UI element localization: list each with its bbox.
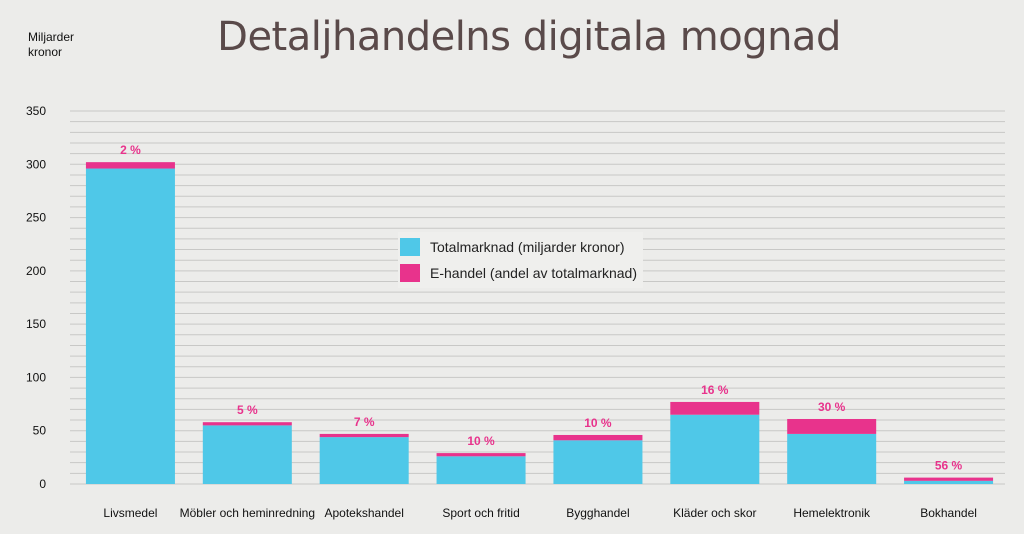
- y-tick-label: 50: [33, 424, 47, 438]
- legend: Totalmarknad (miljarder kronor) E-handel…: [398, 232, 644, 288]
- x-tick-label: Möbler och heminredning: [180, 506, 315, 520]
- y-tick-label: 150: [26, 317, 46, 331]
- bar-total: [319, 437, 409, 484]
- bar-total: [787, 433, 877, 484]
- bar-ehandel: [553, 434, 643, 441]
- pct-label: 10 %: [467, 434, 495, 448]
- bar-ehandel: [787, 418, 877, 434]
- chart-title: Detaljhandelns digitala mognad: [217, 14, 841, 60]
- pct-label: 56 %: [935, 459, 963, 473]
- bar-ehandel: [85, 162, 175, 169]
- legend-label-total: Totalmarknad (miljarder kronor): [430, 239, 625, 255]
- x-tick-label: Livsmedel: [103, 506, 157, 520]
- legend-label-ehandel: E-handel (andel av totalmarknad): [430, 265, 638, 281]
- legend-swatch-ehandel: [400, 264, 420, 282]
- pct-label: 30 %: [818, 400, 846, 414]
- bar-total: [904, 480, 994, 484]
- y-tick-label: 200: [26, 264, 46, 278]
- bar-total: [436, 456, 526, 484]
- y-tick-label: 250: [26, 211, 46, 225]
- y-tick-label: 350: [26, 104, 46, 118]
- bar-ehandel: [670, 401, 760, 415]
- x-axis-labels: Livsmedel Möbler och heminredning Apoteksh…: [103, 506, 977, 520]
- bar-ehandel: [202, 422, 292, 426]
- x-tick-label: Kläder och skor: [673, 506, 756, 520]
- pct-label: 2 %: [120, 143, 141, 157]
- x-tick-label: Apotekshandel: [324, 506, 403, 520]
- bar-total: [670, 414, 760, 484]
- pct-label: 7 %: [354, 415, 375, 429]
- pct-label: 10 %: [584, 416, 612, 430]
- legend-item-ehandel: E-handel (andel av totalmarknad): [400, 260, 637, 286]
- x-tick-label: Sport och fritid: [442, 506, 519, 520]
- y-tick-label: 0: [39, 477, 46, 491]
- y-tick-label: 100: [26, 370, 46, 384]
- bar-total: [553, 440, 643, 484]
- pct-label: 5 %: [237, 403, 258, 417]
- bar-total: [85, 168, 175, 484]
- y-axis-ticks: 0 50 100 150 200 250 300 350: [26, 104, 46, 491]
- legend-swatch-total: [400, 238, 420, 256]
- y-tick-label: 300: [26, 157, 46, 171]
- x-tick-label: Bygghandel: [566, 506, 629, 520]
- pct-label: 16 %: [701, 383, 729, 397]
- bars: 2 % 5 % 7 % 10 % 10 % 16 % 30 % 56 %: [85, 143, 994, 484]
- x-tick-label: Hemelektronik: [793, 506, 871, 520]
- bar-ehandel: [904, 477, 994, 481]
- legend-item-total: Totalmarknad (miljarder kronor): [400, 234, 637, 260]
- bar-ehandel: [319, 433, 409, 438]
- y-axis-unit-label: Miljarder kronor: [28, 30, 75, 59]
- bar-total: [202, 425, 292, 484]
- x-tick-label: Bokhandel: [920, 506, 977, 520]
- bar-ehandel: [436, 453, 526, 457]
